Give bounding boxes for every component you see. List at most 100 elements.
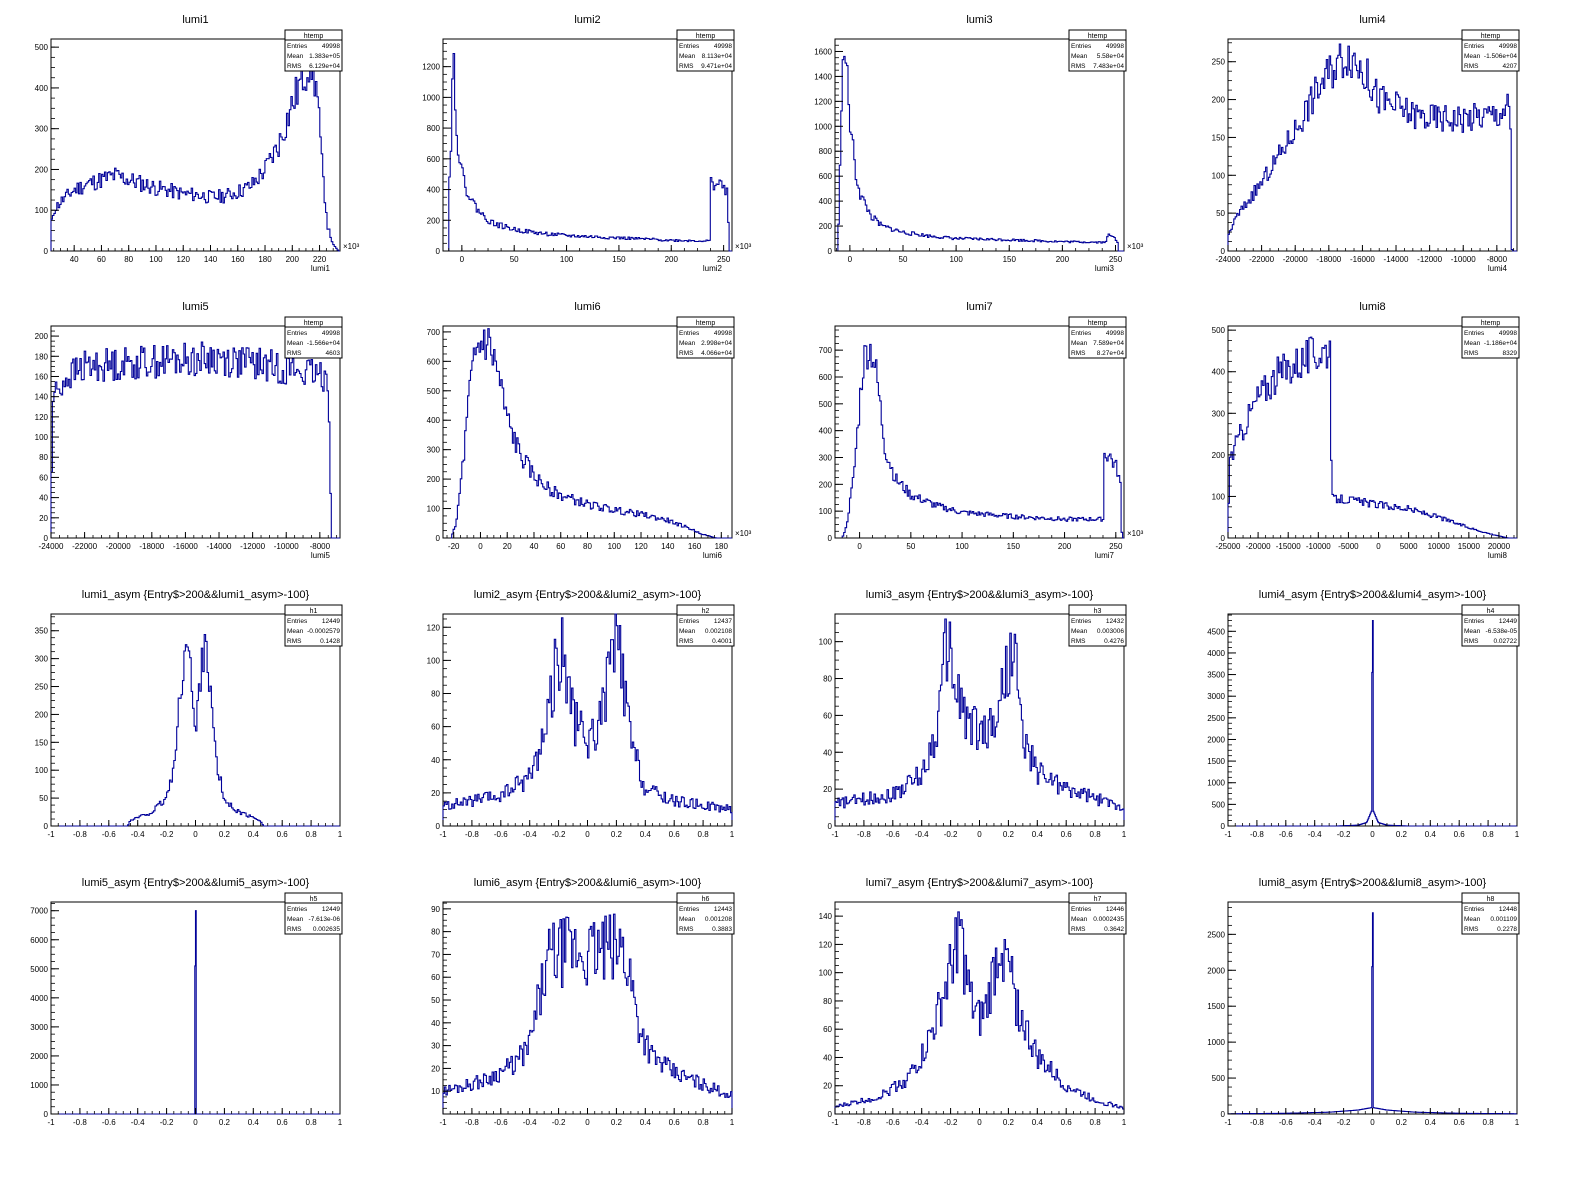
x-axis-label: lumi6 [703, 551, 723, 560]
stats-value: -7.613e-06 [309, 916, 341, 923]
y-tick-label: 100 [1212, 492, 1226, 501]
x-tick-label: 1 [1515, 830, 1520, 839]
x-tick-label: 0.4 [1032, 830, 1044, 839]
y-tick-label: 600 [427, 155, 441, 164]
x-axis-label: lumi3 [1095, 264, 1115, 273]
y-tick-label: 7000 [30, 907, 48, 916]
histogram-series [1227, 43, 1517, 252]
y-tick-label: 400 [1212, 368, 1226, 377]
y-tick-label: 200 [1212, 451, 1226, 460]
x-tick-label: 0.6 [277, 830, 289, 839]
y-tick-label: 600 [819, 172, 833, 181]
x-tick-label: 0 [848, 255, 853, 264]
x-tick-label: -0.6 [102, 1118, 116, 1127]
x-tick-label: -0.8 [1250, 1118, 1264, 1127]
stats-key: Entries [679, 906, 700, 913]
y-tick-label: 1500 [1207, 757, 1225, 766]
plot-title: lumi6_asym {Entry$>200&&lumi6_asym>-100} [474, 877, 702, 889]
y-tick-label: 1000 [814, 122, 832, 131]
x-tick-label: 0.4 [248, 830, 260, 839]
y-tick-label: 40 [823, 1053, 832, 1062]
stats-value: 12449 [322, 906, 340, 913]
histogram-panel-1: lumi1 40 60 80 100 120 140 160 180 200 220 0 100 200 3… [35, 14, 360, 273]
stats-box: htemp Entries 49998 Mean -1.566e+04 RMS 4603 [284, 316, 343, 359]
x-tick-label: -0.8 [465, 830, 479, 839]
stats-box-frame [676, 604, 735, 647]
y-tick-label: 1000 [30, 1081, 48, 1090]
histogram-series [442, 913, 733, 1114]
x-tick-label: -20000 [1246, 542, 1271, 551]
y-tick-label: 600 [819, 373, 833, 382]
y-tick-label: 0 [44, 534, 49, 543]
y-tick-label: 2000 [1207, 735, 1225, 744]
y-tick-label: 500 [1212, 800, 1226, 809]
stats-key: RMS [287, 350, 302, 357]
x-tick-label: 50 [510, 255, 519, 264]
x-tick-label: 0.8 [1090, 1118, 1102, 1127]
y-tick-label: 400 [819, 427, 833, 436]
y-tick-label: 200 [35, 332, 49, 341]
x-tick-label: 15000 [1458, 542, 1481, 551]
y-tick-label: 300 [819, 453, 833, 462]
x-tick-label: -0.2 [1337, 1118, 1351, 1127]
x-tick-label: 0.2 [1396, 1118, 1408, 1127]
x-tick-label: -0.8 [465, 1118, 479, 1127]
y-tick-label: 60 [39, 473, 48, 482]
histogram-panel-14: lumi6_asym {Entry$>200&&lumi6_asym>-100}… [431, 877, 735, 1127]
x-tick-label: 180 [258, 255, 272, 264]
stats-box-frame [1461, 29, 1520, 72]
x-tick-label: -24000 [1216, 255, 1241, 264]
x-multiplier: ×10³ [735, 242, 752, 251]
x-tick-label: 0.4 [640, 1118, 652, 1127]
stats-key: Mean [1071, 340, 1088, 347]
x-tick-label: 1 [730, 1118, 735, 1127]
y-tick-label: 300 [35, 655, 49, 664]
stats-box: htemp Entries 49998 Mean -1.506e+04 RMS 4207 [1461, 29, 1520, 72]
stats-value: 4603 [326, 350, 341, 357]
stats-box-frame [1461, 892, 1520, 935]
y-tick-label: 160 [35, 372, 49, 381]
stats-value: 8.27e+04 [1097, 350, 1125, 357]
y-tick-label: 100 [35, 766, 49, 775]
stats-value: -6.538e-05 [1486, 628, 1518, 635]
stats-box-frame [1068, 604, 1127, 647]
x-tick-label: 0 [460, 255, 465, 264]
stats-value: 9.471e+04 [701, 63, 732, 70]
y-tick-label: 3000 [1207, 692, 1225, 701]
stats-value: 49998 [1499, 43, 1517, 50]
x-tick-label: -1 [1224, 830, 1232, 839]
stats-value: 7.589e+04 [1093, 340, 1124, 347]
x-tick-label: 0.8 [306, 1118, 318, 1127]
y-tick-label: 800 [819, 147, 833, 156]
x-tick-label: 0.4 [1425, 1118, 1437, 1127]
histogram-panel-2: lumi2 0 50 100 150 200 250 0 200 400 600 800 1000 120… [422, 14, 751, 273]
plot-frame [1227, 38, 1518, 252]
stats-box: htemp Entries 49998 Mean 1.383e+05 RMS 6.129e+… [284, 29, 343, 72]
stats-value: 0.001109 [1490, 916, 1517, 923]
x-tick-label: -12000 [1417, 255, 1442, 264]
histogram-panel-15: lumi7_asym {Entry$>200&&lumi7_asym>-100}… [819, 877, 1127, 1127]
y-tick-label: 1200 [422, 63, 440, 72]
stats-title: htemp [1088, 33, 1108, 40]
plot-title: lumi8_asym {Entry$>200&&lumi8_asym>-100} [1259, 877, 1487, 889]
x-tick-label: 0.2 [219, 830, 231, 839]
stats-title: htemp [1088, 320, 1108, 327]
y-tick-label: 20 [431, 789, 440, 798]
plot-title: lumi4_asym {Entry$>200&&lumi4_asym>-100} [1259, 589, 1487, 601]
stats-key: Entries [287, 618, 308, 625]
x-tick-label: -0.2 [160, 830, 174, 839]
y-tick-label: 60 [823, 711, 832, 720]
stats-title: h6 [702, 896, 710, 903]
x-axis-label: lumi7 [1095, 551, 1115, 560]
x-tick-label: 180 [715, 542, 729, 551]
stats-value: 49998 [1499, 330, 1517, 337]
x-tick-label: 250 [1109, 255, 1123, 264]
y-tick-label: 6000 [30, 936, 48, 945]
x-tick-label: 100 [149, 255, 163, 264]
x-tick-label: 0 [1370, 1118, 1375, 1127]
stats-value: 12449 [322, 618, 340, 625]
y-tick-label: 100 [427, 505, 441, 514]
histogram-panel-7: lumi7 0 50 100 150 200 250 0 100 200 300 400 500 600 7… [819, 301, 1144, 560]
